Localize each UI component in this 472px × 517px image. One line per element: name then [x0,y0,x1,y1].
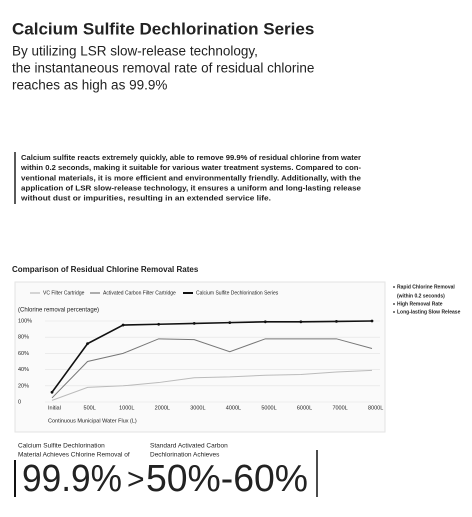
comparison-label: Standard Activated Carbon [150,443,228,450]
legend-label: Calcium Sulfite Dechlorination Series [196,290,279,296]
point [370,319,374,323]
series-line [51,338,373,399]
point [228,321,232,325]
subtitle: reaches as high as 99.9% [12,78,167,93]
bullet [393,311,395,313]
intro-text: application of LSR slow-release technolo… [21,184,361,193]
comparison-label: Material Achieves Chlorine Removal of [18,452,130,459]
x-tick-label: 1000L [119,405,134,411]
chart-title: Comparison of Residual Chlorine Removal … [12,265,199,274]
big-value: 50%-60% [146,458,308,500]
x-tick-label: 6000L [297,405,312,411]
subtitle: the instantaneous removal rate of residu… [12,61,314,76]
legend-label: Activated Carbon Filter Cartridge [103,290,176,296]
operator: > [127,463,145,496]
y-tick-label: 0 [18,399,21,405]
y-tick-label: 60% [18,351,29,357]
x-tick-label: 2000L [155,405,170,411]
point [299,320,303,324]
x-tick-label: 4000L [226,405,241,411]
intro-text: without dust or impurities, resulting in… [20,194,271,203]
x-tick-label: 500L [84,405,96,411]
y-tick-label: 80% [18,335,29,341]
annotation: Long-lasting Slow Release [397,309,461,315]
point [121,323,125,327]
annotation: (within 0.2 seconds) [397,293,445,299]
point [335,320,338,323]
intro-text: within 0.2 seconds, making it suitable f… [20,163,362,172]
legend-label: VC Filter Cartridge [43,290,85,296]
x-tick-label: 5000L [261,405,276,411]
x-tick-label: 8000L [368,405,383,411]
x-axis-label: Continuous Municipal Water Flux (L) [48,418,137,424]
x-tick-label: 7000L [332,405,347,411]
series-line [51,320,373,393]
intro-text: ventional materials, it is more efficien… [21,173,361,182]
comparison-label: Calcium Sulfite Dechlorination [18,443,105,450]
y-tick-label: 100% [18,318,32,324]
y-tick-label: 40% [18,367,29,373]
point [192,322,196,325]
big-value: 99.9% [22,458,122,500]
y-tick-label: 20% [18,383,29,389]
y-axis-label: (Chlorine removal percentage) [18,308,99,314]
comparison-label: Dechlorination Achieves [150,452,220,459]
chart-frame [14,281,386,433]
title: Calcium Sulfite Dechlorination Series [12,19,314,38]
series-line [51,369,373,401]
point [86,342,89,346]
point [50,390,54,394]
subtitle: By utilizing LSR slow-release technology… [12,44,258,59]
bullet [393,303,395,305]
intro-text: Calcium sulfite reacts extremely quickly… [21,153,361,162]
x-tick-label: Initial [48,405,61,411]
point [157,322,161,326]
annotation: Rapid Chlorine Removal [397,284,455,290]
point [263,320,267,324]
annotation: High Removal Rate [397,301,443,307]
x-tick-label: 3000L [190,405,205,411]
bullet [393,286,395,288]
